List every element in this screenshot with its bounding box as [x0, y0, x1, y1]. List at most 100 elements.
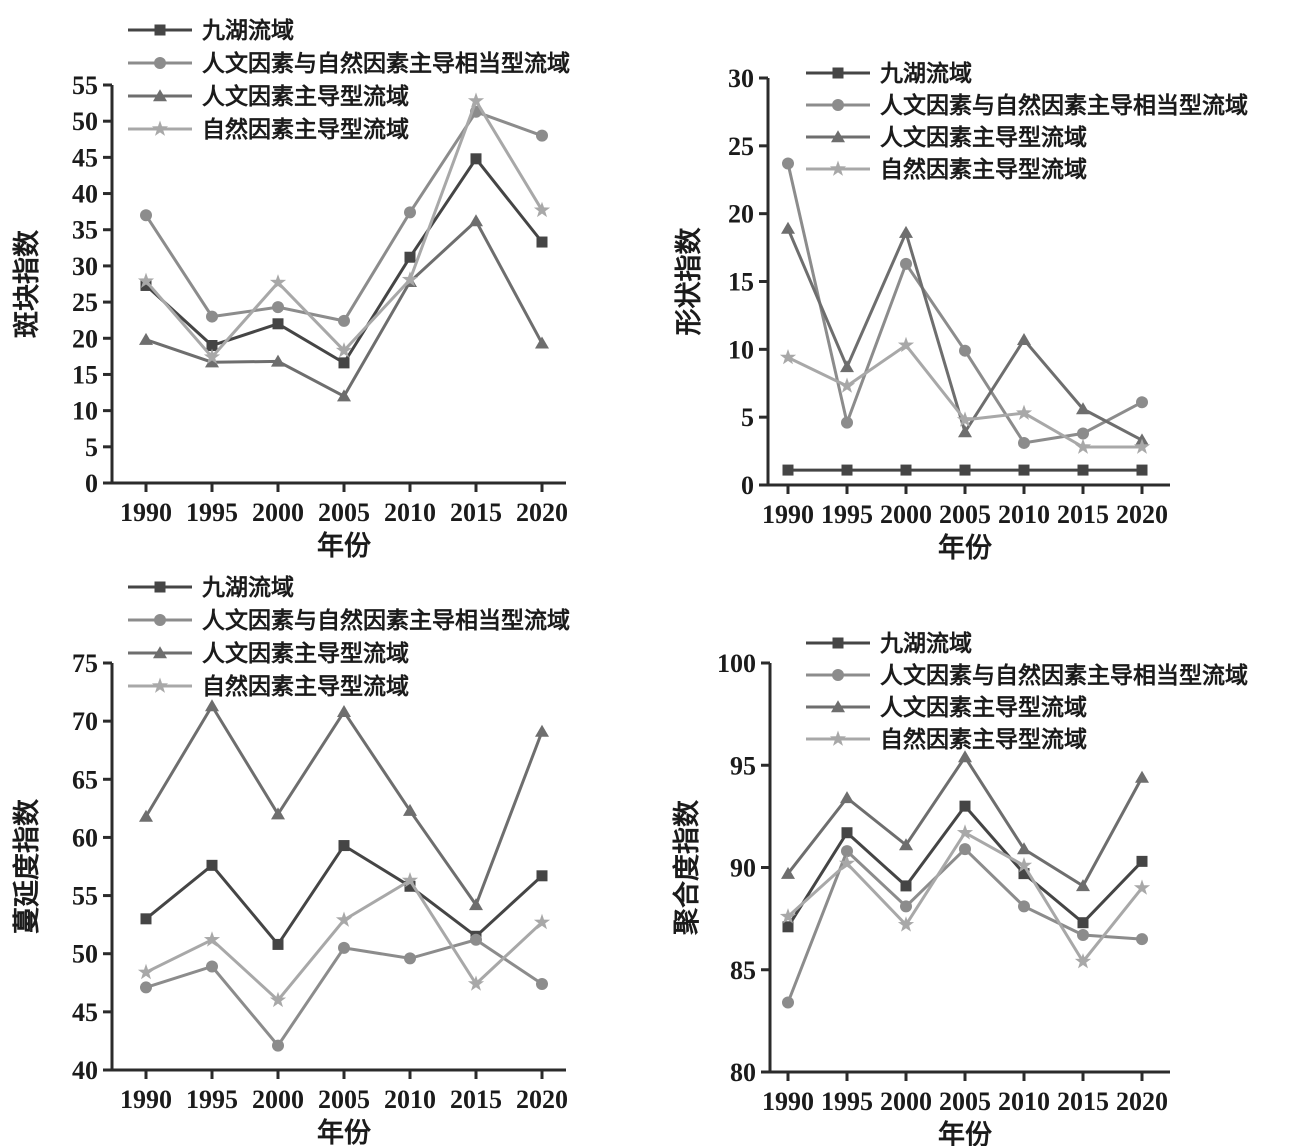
circle-marker-icon [536, 129, 548, 142]
triangle-marker-icon [469, 214, 483, 227]
legend-label: 人文因素与自然因素主导相当型流域 [880, 92, 1248, 118]
triangle-marker-icon [958, 425, 972, 438]
legend-item: 自然因素主导型流域 [128, 673, 409, 699]
y-tick-label: 15 [728, 268, 754, 297]
square-marker-icon [782, 921, 794, 933]
legend-item: 自然因素主导型流域 [806, 156, 1087, 182]
triangle-marker-icon [1017, 842, 1031, 855]
x-tick-label: 1995 [821, 500, 873, 529]
square-marker-icon [206, 859, 218, 871]
y-tick-label: 50 [72, 107, 98, 136]
x-tick-label: 2005 [939, 1087, 991, 1116]
star-marker-icon [401, 872, 419, 888]
y-tick-label: 60 [72, 823, 98, 852]
y-tick-label: 5 [85, 433, 98, 462]
x-tick-label: 2000 [252, 498, 304, 527]
legend-item: 人文因素主导型流域 [128, 640, 409, 666]
y-tick-label: 80 [730, 1058, 756, 1087]
y-tick-label: 0 [85, 469, 98, 498]
square-marker-icon [272, 938, 284, 950]
legend-label: 人文因素主导型流域 [880, 124, 1087, 150]
x-tick-label: 1990 [762, 1087, 814, 1116]
triangle-marker-icon [840, 791, 854, 804]
series-line [144, 703, 544, 909]
star-marker-icon [467, 975, 485, 991]
triangle-marker-icon [781, 221, 795, 234]
triangle-marker-icon [1135, 770, 1149, 783]
legend-label: 人文因素与自然因素主导相当型流域 [202, 607, 570, 633]
legend-item: 人文因素与自然因素主导相当型流域 [128, 50, 570, 76]
shape-index-chart-svg: 0 5 10 15 20 25 30 1990 1995 2000 2005 2010 2015 2020… [674, 60, 1248, 563]
legend-label: 自然因素主导型流域 [880, 156, 1087, 182]
circle-marker-icon [841, 845, 853, 858]
circle-marker-icon [536, 977, 548, 990]
axes [768, 663, 1170, 1074]
square-marker-icon [1077, 917, 1089, 929]
legend-triangle-marker-icon [153, 89, 167, 102]
y-tick-label: 50 [72, 940, 98, 969]
y-tick-label: 0 [741, 471, 754, 500]
star-marker-icon [335, 342, 353, 358]
square-marker-icon [206, 340, 218, 352]
legend-star-marker-icon [829, 160, 847, 176]
legend-circle-marker-icon [832, 99, 844, 111]
square-marker-icon [536, 236, 548, 248]
legend-label: 人文因素主导型流域 [202, 640, 409, 666]
y-axis-title: 斑块指数 [12, 229, 42, 338]
series-line [786, 163, 1143, 445]
y-tick-label: 95 [730, 751, 756, 780]
legend-item: 人文因素与自然因素主导相当型流域 [806, 662, 1248, 688]
circle-marker-icon [404, 952, 416, 965]
star-marker-icon [838, 854, 856, 871]
y-tick-label: 10 [728, 335, 754, 364]
x-tick-label: 2010 [384, 498, 436, 527]
legend-item: 九湖流域 [806, 630, 972, 656]
star-marker-icon [269, 991, 287, 1008]
legend-label: 人文因素主导型流域 [202, 83, 409, 109]
contagion-index-chart-svg: 40 45 50 55 60 65 70 75 1990 1995 2000 2005 2010 2015… [11, 574, 570, 1146]
y-tick-label: 40 [72, 1056, 98, 1085]
triangle-marker-icon [139, 809, 153, 822]
y-tick-label: 90 [730, 854, 756, 883]
square-marker-icon [140, 279, 152, 291]
y-tick-label: 10 [72, 397, 98, 426]
y-tick-label: 70 [72, 707, 98, 736]
triangle-marker-icon [205, 355, 219, 368]
legend-star-marker-icon [829, 730, 847, 746]
x-tick-label: 2015 [450, 498, 502, 527]
circle-marker-icon [404, 206, 416, 219]
star-marker-icon [401, 271, 419, 287]
circle-marker-icon [900, 257, 912, 270]
circle-marker-icon [1136, 933, 1148, 946]
y-tick-label: 5 [741, 403, 754, 432]
legend-circle-marker-icon [154, 57, 166, 69]
legend-square-marker-icon [154, 24, 166, 36]
circle-marker-icon [206, 310, 218, 323]
square-marker-icon [841, 827, 853, 839]
legend-label: 自然因素主导型流域 [880, 726, 1087, 752]
x-tick-label: 2005 [939, 500, 991, 529]
y-axis-title: 蔓延度指数 [11, 798, 42, 934]
legend-square-marker-icon [832, 67, 844, 79]
circle-marker-icon [470, 933, 482, 946]
square-marker-icon [959, 800, 971, 812]
y-tick-label: 30 [72, 252, 98, 281]
x-tick-label: 1995 [186, 498, 238, 527]
legend-square-marker-icon [154, 581, 166, 593]
y-tick-label: 40 [72, 180, 98, 209]
square-marker-icon [272, 318, 284, 330]
legend-label: 九湖流域 [201, 17, 294, 43]
x-tick-label: 1990 [120, 498, 172, 527]
square-marker-icon [1018, 868, 1030, 880]
chart-patch-index: 0 5 10 15 20 25 30 35 40 45 50 55 1990 1995 2000 2005 20… [0, 0, 658, 573]
circle-marker-icon [1018, 900, 1030, 913]
circle-marker-icon [272, 301, 284, 314]
series-line [786, 228, 1143, 442]
triangle-marker-icon [205, 699, 219, 712]
circle-marker-icon [782, 157, 794, 170]
x-tick-label: 2020 [516, 1085, 568, 1114]
star-marker-icon [897, 336, 915, 353]
triangle-marker-icon [469, 898, 483, 911]
series-line [145, 843, 544, 947]
